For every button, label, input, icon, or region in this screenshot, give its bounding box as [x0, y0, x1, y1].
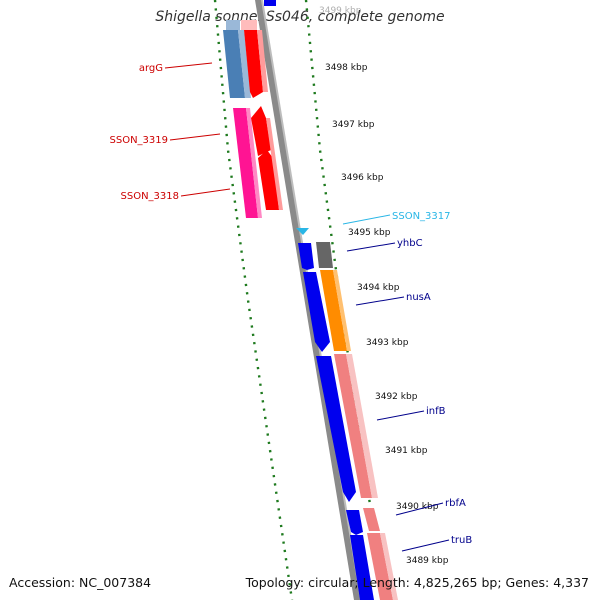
gene-label-rbfA[interactable]: rbfA: [445, 498, 466, 509]
gene-label-SSON_3319[interactable]: SSON_3319: [110, 135, 169, 146]
gene-block-SSON_3319-a: [233, 108, 258, 218]
tick-label: 3497 kbp: [332, 120, 375, 130]
tick-label: 3498 kbp: [325, 63, 368, 73]
upper-clip: [226, 0, 276, 30]
gene-label-SSON_3317[interactable]: SSON_3317: [392, 211, 451, 222]
genome-stats: Topology: circular; Length: 4,825,265 bp…: [245, 575, 589, 590]
tick-row-right: [304, 0, 386, 600]
gene-block-nusA-2: [320, 270, 347, 351]
gene-block-rbfA-2: [363, 508, 380, 531]
tick-row-left: [213, 0, 294, 600]
gene-arrow-nusA: [303, 272, 330, 352]
gene-block-yhbC-2: [316, 242, 333, 268]
gene-block-argG-b: [238, 30, 251, 98]
tick-label: 3494 kbp: [357, 283, 400, 293]
tick-label: 3496 kbp: [341, 173, 384, 183]
gene-block-nusA-3: [333, 270, 351, 351]
gene-arrow-SSON_3317: [296, 228, 309, 235]
leader-line-yhbC: [346, 242, 396, 252]
gene-arrow-truB: [350, 535, 374, 600]
forward-strand-features: [296, 228, 398, 600]
leader-line-nusA: [355, 296, 405, 306]
gene-block-truB-3: [380, 533, 398, 600]
tick-label: 3493 kbp: [366, 338, 409, 348]
tick-labels: 3499 kbp 3498 kbp 3497 kbp 3496 kbp 3495 kbp…: [319, 6, 449, 566]
gene-block-infB-3: [346, 354, 378, 498]
gene-arrow-yhbC: [298, 243, 314, 270]
leader-line-SSON_3317: [342, 214, 391, 225]
tick-label: 3489 kbp: [406, 556, 449, 566]
gene-arrow-infB: [316, 356, 356, 502]
gene-label-SSON_3318[interactable]: SSON_3318: [121, 191, 180, 202]
gene-label-truB[interactable]: truB: [451, 535, 472, 546]
gene-arrow-SSON_3319: [251, 106, 271, 156]
accession-label: Accession: NC_007384: [9, 575, 152, 590]
gene-block-infB-2: [334, 354, 372, 498]
leader-line-argG: [164, 62, 213, 69]
leader-line-SSON_3319: [169, 133, 221, 141]
gene-labels: argG SSON_3319 SSON_3318 SSON_3317 yhbC nusA i…: [110, 62, 472, 552]
leader-line-truB: [401, 539, 450, 552]
gene-shadow-argG: [257, 30, 268, 92]
tick-label: 3499 kbp: [319, 6, 362, 16]
gene-block-argG-a: [223, 30, 245, 98]
gene-label-argG[interactable]: argG: [139, 63, 163, 74]
gene-block-SSON_3319-b: [246, 108, 262, 218]
reverse-strand-features: [223, 30, 283, 218]
leader-line-SSON_3318: [180, 188, 231, 197]
gene-arrow-rbfA: [346, 510, 363, 535]
tick-label: 3495 kbp: [348, 228, 391, 238]
tick-label: 3490 kbp: [396, 502, 439, 512]
tick-label: 3492 kbp: [375, 392, 418, 402]
tick-label: 3491 kbp: [385, 446, 428, 456]
gene-block-truB-2: [367, 533, 393, 600]
gene-label-infB[interactable]: infB: [426, 406, 446, 417]
gene-label-yhbC[interactable]: yhbC: [397, 238, 423, 249]
leader-line-infB: [376, 410, 425, 421]
gene-shadow-SSON_3318: [266, 118, 283, 210]
gene-label-nusA[interactable]: nusA: [406, 292, 431, 303]
gene-arrow-argG: [244, 30, 263, 98]
leader-line-rbfA: [395, 502, 444, 516]
